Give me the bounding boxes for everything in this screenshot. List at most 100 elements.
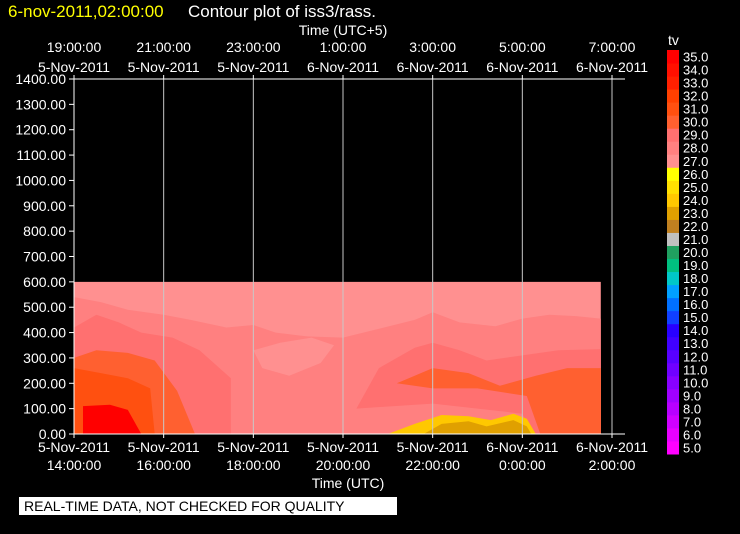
colorbar-swatch: [667, 245, 679, 260]
bottom-tick-time: 2:00:00: [589, 457, 636, 473]
colorbar-level-label: 28.0: [683, 141, 708, 156]
colorbar-swatch: [667, 297, 679, 312]
colorbar-swatch: [667, 362, 679, 377]
colorbar-level-label: 8.0: [683, 401, 701, 416]
colorbar-swatch: [667, 427, 679, 442]
y-tick-label: 800.00: [23, 223, 66, 239]
bottom-tick-time: 20:00:00: [316, 457, 371, 473]
quality-notice: REAL-TIME DATA, NOT CHECKED FOR QUALITY: [19, 497, 397, 515]
bottom-tick-time: 14:00:00: [47, 457, 102, 473]
contour-region-35: [83, 404, 142, 434]
colorbar-swatch: [667, 414, 679, 429]
top-tick-time: 19:00:00: [47, 39, 102, 55]
bottom-tick-time: 16:00:00: [136, 457, 191, 473]
colorbar-level-label: 16.0: [683, 297, 708, 312]
colorbar-level-label: 33.0: [683, 76, 708, 91]
top-tick-date: 5-Nov-2011: [217, 59, 289, 75]
colorbar-level-label: 10.0: [683, 375, 708, 390]
colorbar-level-label: 5.0: [683, 440, 701, 455]
chart-title: Contour plot of iss3/rass.: [188, 2, 377, 21]
colorbar-level-label: 26.0: [683, 167, 708, 182]
colorbar-level-label: 15.0: [683, 310, 708, 325]
colorbar-swatch: [667, 76, 679, 90]
colorbar-swatch: [667, 63, 679, 77]
y-tick-label: 200.00: [23, 375, 66, 391]
top-tick-time: 1:00:00: [320, 39, 367, 55]
bottom-tick-time: 18:00:00: [226, 457, 281, 473]
y-tick-label: 0.00: [39, 426, 66, 442]
contour-region-27: [253, 337, 334, 376]
colorbar-level-label: 20.0: [683, 245, 708, 260]
top-tick-date: 5-Nov-2011: [38, 59, 110, 75]
contour-region-23: [423, 420, 532, 434]
colorbar-swatch: [667, 89, 679, 103]
y-tick-label: 600.00: [23, 274, 66, 290]
colorbar-swatch: [667, 375, 679, 390]
colorbar-level-label: 19.0: [683, 258, 708, 273]
colorbar-swatch: [667, 206, 679, 220]
colorbar-level-label: 29.0: [683, 128, 708, 143]
colorbar-swatch: [667, 180, 679, 194]
colorbar-level-label: 17.0: [683, 284, 708, 299]
colorbar-level-label: 25.0: [683, 180, 708, 195]
colorbar-swatch: [667, 141, 679, 155]
colorbar-swatch: [667, 193, 679, 207]
top-tick-time: 21:00:00: [136, 39, 191, 55]
colorbar-level-label: 13.0: [683, 336, 708, 351]
top-tick-time: 3:00:00: [409, 39, 456, 55]
bottom-tick-time: 0:00:00: [499, 457, 546, 473]
bottom-tick-date: 6-Nov-2011: [576, 439, 648, 455]
top-tick-date: 6-Nov-2011: [397, 59, 469, 75]
title-date: 6-nov-2011,02:00:00: [8, 2, 164, 21]
y-tick-label: 300.00: [23, 350, 66, 366]
colorbar-swatch: [667, 102, 679, 116]
colorbar-level-label: 21.0: [683, 232, 708, 247]
colorbar-swatch: [667, 115, 679, 129]
colorbar-swatch: [667, 336, 679, 351]
bottom-tick-time: 22:00:00: [405, 457, 460, 473]
colorbar-level-label: 23.0: [683, 206, 708, 221]
y-tick-label: 1000.00: [15, 172, 66, 188]
top-tick-time: 23:00:00: [226, 39, 281, 55]
top-tick-date: 6-Nov-2011: [576, 59, 648, 75]
top-tick-date: 6-Nov-2011: [307, 59, 379, 75]
colorbar-swatch: [667, 323, 679, 338]
colorbar-level-label: 34.0: [683, 63, 708, 78]
top-tick-time: 5:00:00: [499, 39, 546, 55]
top-axis-label: Time (UTC+5): [299, 22, 388, 38]
y-tick-label: 1300.00: [15, 96, 66, 112]
colorbar-level-label: 12.0: [683, 349, 708, 364]
colorbar-level-label: 30.0: [683, 115, 708, 130]
colorbar-swatch: [667, 219, 679, 233]
colorbar-level-label: 9.0: [683, 388, 701, 403]
bottom-tick-date: 5-Nov-2011: [38, 439, 110, 455]
colorbar-legend: 5.06.07.08.09.010.011.012.013.014.015.01…: [667, 50, 708, 455]
colorbar-swatch: [667, 50, 679, 64]
colorbar-level-label: 27.0: [683, 154, 708, 169]
y-tick-label: 700.00: [23, 249, 66, 265]
colorbar-swatch: [667, 232, 679, 246]
bottom-axis-label: Time (UTC): [312, 475, 385, 491]
y-tick-label: 100.00: [23, 401, 66, 417]
y-tick-label: 500.00: [23, 299, 66, 315]
colorbar-swatch: [667, 401, 679, 416]
colorbar-level-label: 6.0: [683, 427, 701, 442]
colorbar-level-label: 11.0: [683, 362, 707, 377]
colorbar-level-label: 18.0: [683, 271, 708, 286]
colorbar-level-label: 35.0: [683, 50, 708, 65]
colorbar-swatch: [667, 284, 679, 299]
colorbar-swatch: [667, 154, 679, 168]
top-axis-ticks: 19:00:00 5-Nov-2011 21:00:00 5-Nov-2011 23:0…: [38, 39, 648, 79]
y-axis-ticks: 0.00 100.00 200.00 300.00 400.00 500.00 600.00…: [15, 71, 74, 442]
colorbar-level-label: 22.0: [683, 219, 708, 234]
contour-fields: [74, 281, 601, 434]
top-tick-date: 6-Nov-2011: [486, 59, 558, 75]
colorbar-swatch: [667, 310, 679, 325]
bottom-tick-date: 5-Nov-2011: [397, 439, 469, 455]
bottom-tick-date: 5-Nov-2011: [217, 439, 289, 455]
bottom-tick-date: 5-Nov-2011: [128, 439, 200, 455]
bottom-axis-ticks: 5-Nov-2011 14:00:00 5-Nov-2011 16:00:00 5-No…: [38, 434, 648, 473]
colorbar-swatch: [667, 388, 679, 403]
y-tick-label: 1400.00: [15, 71, 66, 87]
